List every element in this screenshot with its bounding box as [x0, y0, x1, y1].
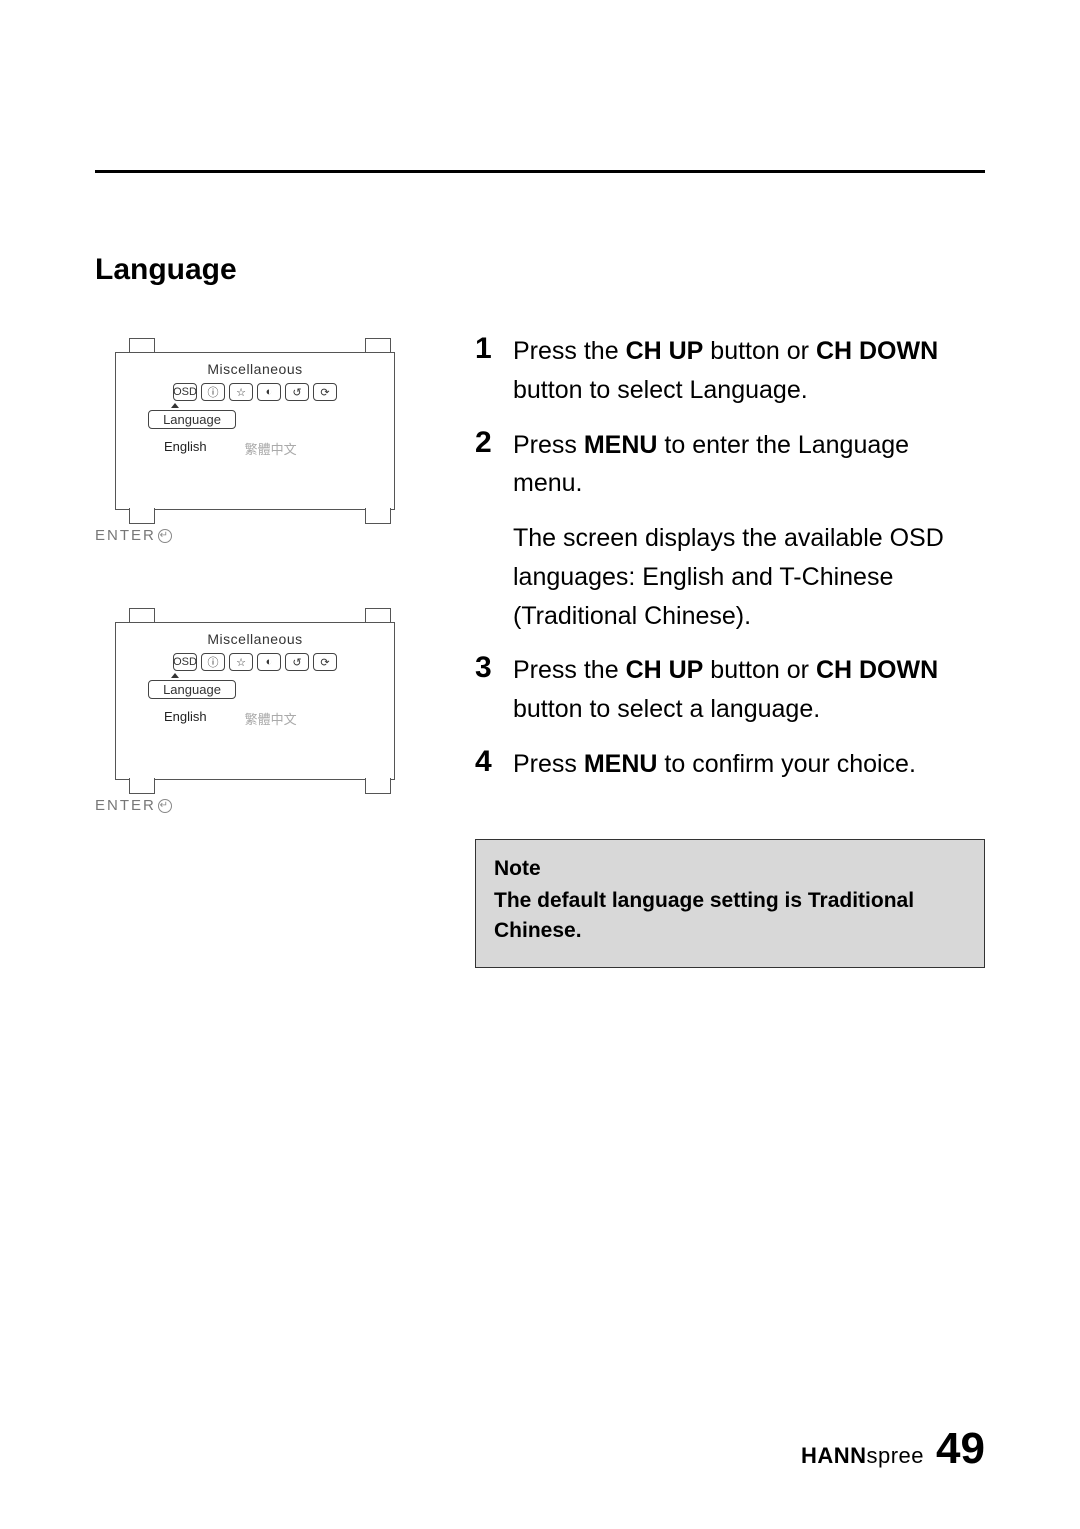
bold: MENU: [584, 750, 658, 778]
osd-icon: OSD: [173, 383, 197, 401]
step-4: 4 Press MENU to confirm your choice.: [475, 745, 985, 784]
lang-english: English: [164, 439, 207, 458]
bold: CH DOWN: [816, 337, 938, 365]
enter-label: ENTER ↵: [95, 527, 172, 544]
brand: HANNspree: [801, 1443, 924, 1469]
step-number: 2: [475, 426, 513, 504]
pointer-icon: [171, 403, 179, 408]
star-icon: ☆: [229, 383, 253, 401]
t: button or: [703, 337, 816, 365]
brand-bold: HANN: [801, 1443, 867, 1468]
contrast-icon: ◐: [257, 653, 281, 671]
osd-icon-row: OSD ⓘ ☆ ◐ ↺ ⟳: [116, 383, 394, 401]
t: Press: [513, 750, 584, 778]
reset-icon: ↺: [285, 383, 309, 401]
language-button: Language: [148, 680, 236, 699]
step-text: Press MENU to enter the Language menu.: [513, 426, 985, 504]
t: to confirm your choice.: [657, 750, 915, 778]
pointer-icon: [171, 673, 179, 678]
enter-arrow-icon: ↵: [158, 799, 172, 813]
osd-title: Miscellaneous: [116, 361, 394, 377]
language-options: English 繁體中文: [164, 439, 394, 458]
refresh-icon: ⟳: [313, 653, 337, 671]
contrast-icon: ◐: [257, 383, 281, 401]
note-title: Note: [494, 854, 966, 884]
top-rule: [95, 170, 985, 173]
osd-corner: [365, 778, 391, 794]
instructions-column: 1 Press the CH UP button or CH DOWN butt…: [475, 332, 985, 968]
star-icon: ☆: [229, 653, 253, 671]
step-text: Press the CH UP button or CH DOWN button…: [513, 651, 985, 729]
steps-list: 1 Press the CH UP button or CH DOWN butt…: [475, 332, 985, 503]
lang-chinese: 繁體中文: [245, 439, 297, 458]
osd-icon-row: OSD ⓘ ☆ ◐ ↺ ⟳: [116, 653, 394, 671]
enter-arrow-icon: ↵: [158, 529, 172, 543]
page-number: 49: [936, 1424, 985, 1474]
bold: MENU: [584, 431, 658, 459]
step-number: 3: [475, 651, 513, 729]
t: button to select Language.: [513, 376, 808, 404]
osd-corner: [129, 508, 155, 524]
note-body: The default language setting is Traditio…: [494, 889, 914, 942]
note-box: Note The default language setting is Tra…: [475, 839, 985, 968]
steps-list-2: 3 Press the CH UP button or CH DOWN butt…: [475, 651, 985, 783]
osd-figure-2: Miscellaneous OSD ⓘ ☆ ◐ ↺ ⟳ Language Eng…: [95, 602, 405, 827]
info-icon: ⓘ: [201, 383, 225, 401]
t: Press the: [513, 656, 626, 684]
osd-corner: [129, 778, 155, 794]
osd-corner: [365, 508, 391, 524]
section-title: Language: [95, 253, 985, 287]
t: button to select a language.: [513, 695, 820, 723]
osd-figure-1: Miscellaneous OSD ⓘ ☆ ◐ ↺ ⟳ Language Eng…: [95, 332, 405, 557]
language-options: English 繁體中文: [164, 709, 394, 728]
reset-icon: ↺: [285, 653, 309, 671]
lang-chinese: 繁體中文: [245, 709, 297, 728]
t: Press the: [513, 337, 626, 365]
t: Press: [513, 431, 584, 459]
bold: CH DOWN: [816, 656, 938, 684]
brand-light: spree: [867, 1443, 925, 1468]
step-text: Press the CH UP button or CH DOWN button…: [513, 332, 985, 410]
osd-panel: Miscellaneous OSD ⓘ ☆ ◐ ↺ ⟳ Language Eng…: [115, 622, 395, 780]
page: Language Miscellaneous OSD ⓘ ☆ ◐ ↺ ⟳: [0, 0, 1080, 968]
enter-text: ENTER: [95, 527, 156, 544]
figures-column: Miscellaneous OSD ⓘ ☆ ◐ ↺ ⟳ Language Eng…: [95, 332, 415, 968]
bold: CH UP: [626, 337, 704, 365]
step-2: 2 Press MENU to enter the Language menu.: [475, 426, 985, 504]
step-number: 1: [475, 332, 513, 410]
t: button or: [703, 656, 816, 684]
step-3: 3 Press the CH UP button or CH DOWN butt…: [475, 651, 985, 729]
lang-english: English: [164, 709, 207, 728]
osd-panel: Miscellaneous OSD ⓘ ☆ ◐ ↺ ⟳ Language Eng…: [115, 352, 395, 510]
step-1: 1 Press the CH UP button or CH DOWN butt…: [475, 332, 985, 410]
bold: CH UP: [626, 656, 704, 684]
content-row: Miscellaneous OSD ⓘ ☆ ◐ ↺ ⟳ Language Eng…: [95, 332, 985, 968]
enter-text: ENTER: [95, 797, 156, 814]
footer: HANNspree 49: [801, 1424, 985, 1474]
step-text: Press MENU to confirm your choice.: [513, 745, 916, 784]
refresh-icon: ⟳: [313, 383, 337, 401]
info-icon: ⓘ: [201, 653, 225, 671]
enter-label: ENTER ↵: [95, 797, 172, 814]
step-number: 4: [475, 745, 513, 784]
osd-title: Miscellaneous: [116, 631, 394, 647]
step-2-continuation: The screen displays the available OSD la…: [513, 519, 985, 635]
language-button: Language: [148, 410, 236, 429]
osd-icon: OSD: [173, 653, 197, 671]
